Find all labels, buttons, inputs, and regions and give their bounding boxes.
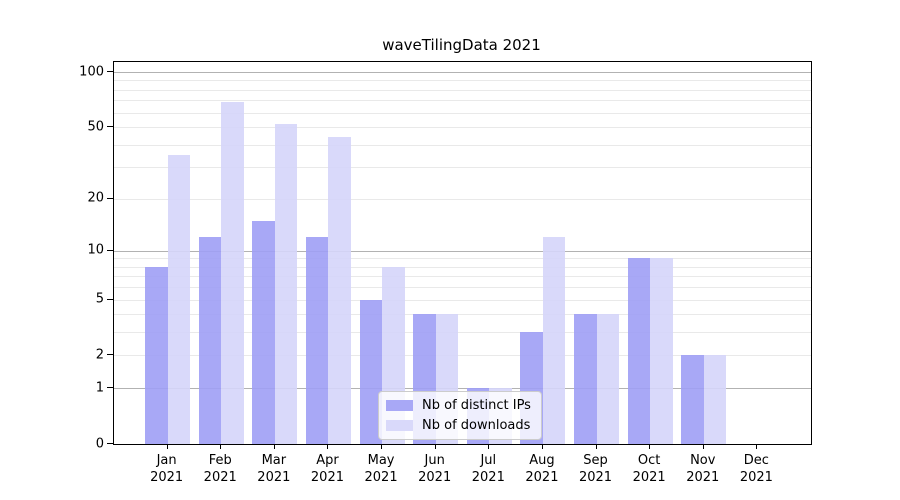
- bar-downloads: [650, 258, 673, 444]
- bar-downloads: [328, 137, 351, 444]
- y-tick-mark: [107, 197, 113, 199]
- y-tick-mark: [107, 249, 113, 251]
- y-tick-mark: [107, 126, 113, 128]
- x-tick-label: Jul 2021: [471, 453, 505, 485]
- y-tick-label: 10: [87, 242, 104, 258]
- x-tick-label: Nov 2021: [686, 453, 720, 485]
- y-tick-label: 5: [95, 291, 104, 307]
- y-tick-label: 1: [95, 380, 104, 396]
- gridline-minor: [114, 144, 811, 146]
- y-tick-label: 20: [87, 190, 104, 206]
- y-tick-label: 50: [87, 119, 104, 135]
- x-tick-label: Mar 2021: [257, 453, 291, 485]
- bar-downloads: [703, 355, 727, 444]
- legend-swatch-downloads-icon: [386, 420, 413, 431]
- x-tick-mark: [327, 444, 329, 449]
- gridline-minor: [114, 127, 811, 129]
- x-tick-mark: [649, 444, 651, 449]
- plot-area: [113, 61, 812, 445]
- bar-distinct-ips: [198, 237, 222, 444]
- gridline-major: [114, 388, 811, 390]
- x-tick-mark: [488, 444, 490, 449]
- gridline-minor: [114, 112, 811, 114]
- x-tick-label: Apr 2021: [310, 453, 344, 485]
- y-tick-mark: [107, 443, 113, 444]
- gridline-minor: [114, 198, 811, 200]
- bar-downloads: [167, 155, 191, 444]
- bar-downloads: [274, 123, 298, 444]
- y-tick-mark: [107, 298, 113, 300]
- gridline-minor: [114, 80, 811, 82]
- x-tick-mark: [595, 444, 597, 449]
- bar-distinct-ips: [627, 258, 651, 444]
- gridline-minor: [114, 266, 811, 268]
- x-tick-label: Jan 2021: [150, 453, 184, 485]
- x-tick-mark: [220, 444, 222, 449]
- gridline-minor: [114, 276, 811, 278]
- legend-label-downloads: Nb of downloads: [422, 418, 531, 433]
- bar-downloads: [542, 237, 566, 444]
- legend-label-distinct-ips: Nb of distinct IPs: [422, 398, 531, 413]
- gridline-major: [114, 72, 811, 74]
- x-tick-mark: [381, 444, 383, 449]
- bar-downloads: [221, 101, 244, 444]
- bar-distinct-ips: [252, 220, 275, 444]
- gridline-minor: [114, 299, 811, 301]
- legend-swatch-distinct-ips-icon: [386, 400, 413, 411]
- bar-distinct-ips: [145, 266, 168, 444]
- gridline-minor: [114, 89, 811, 91]
- gridline-minor: [114, 167, 811, 169]
- gridline-minor: [114, 332, 811, 334]
- gridline-major: [114, 250, 811, 252]
- bar-distinct-ips: [681, 355, 704, 444]
- x-tick-label: Feb 2021: [203, 453, 237, 485]
- y-tick-label: 100: [79, 64, 104, 80]
- x-tick-label: May 2021: [364, 453, 398, 485]
- y-tick-label: 2: [95, 347, 104, 363]
- x-tick-mark: [756, 444, 758, 449]
- x-tick-label: Jun 2021: [418, 453, 452, 485]
- y-tick-mark: [107, 387, 113, 389]
- x-tick-mark: [273, 444, 275, 449]
- x-tick-label: Dec 2021: [739, 453, 773, 485]
- gridline-minor: [114, 314, 811, 316]
- legend-row-distinct-ips: Nb of distinct IPs: [386, 398, 531, 413]
- x-tick-mark: [434, 444, 436, 449]
- x-tick-label: Oct 2021: [632, 453, 666, 485]
- gridline-minor: [114, 100, 811, 102]
- x-tick-label: Aug 2021: [525, 453, 559, 485]
- bar-distinct-ips: [359, 299, 383, 444]
- bar-downloads: [596, 314, 620, 444]
- bar-distinct-ips: [574, 314, 597, 444]
- bar-distinct-ips: [305, 237, 329, 444]
- legend: Nb of distinct IPs Nb of downloads: [378, 391, 542, 440]
- legend-row-downloads: Nb of downloads: [386, 418, 531, 433]
- gridline-minor: [114, 355, 811, 357]
- gridline-minor: [114, 287, 811, 289]
- x-tick-mark: [166, 444, 168, 449]
- x-tick-label: Sep 2021: [578, 453, 613, 485]
- y-tick-mark: [107, 354, 113, 356]
- x-tick-mark: [541, 444, 543, 449]
- chart-title: waveTilingData 2021: [382, 36, 541, 54]
- gridline-minor: [114, 258, 811, 260]
- y-tick-mark: [107, 71, 113, 73]
- x-tick-mark: [702, 444, 704, 449]
- y-tick-label: 0: [95, 436, 104, 451]
